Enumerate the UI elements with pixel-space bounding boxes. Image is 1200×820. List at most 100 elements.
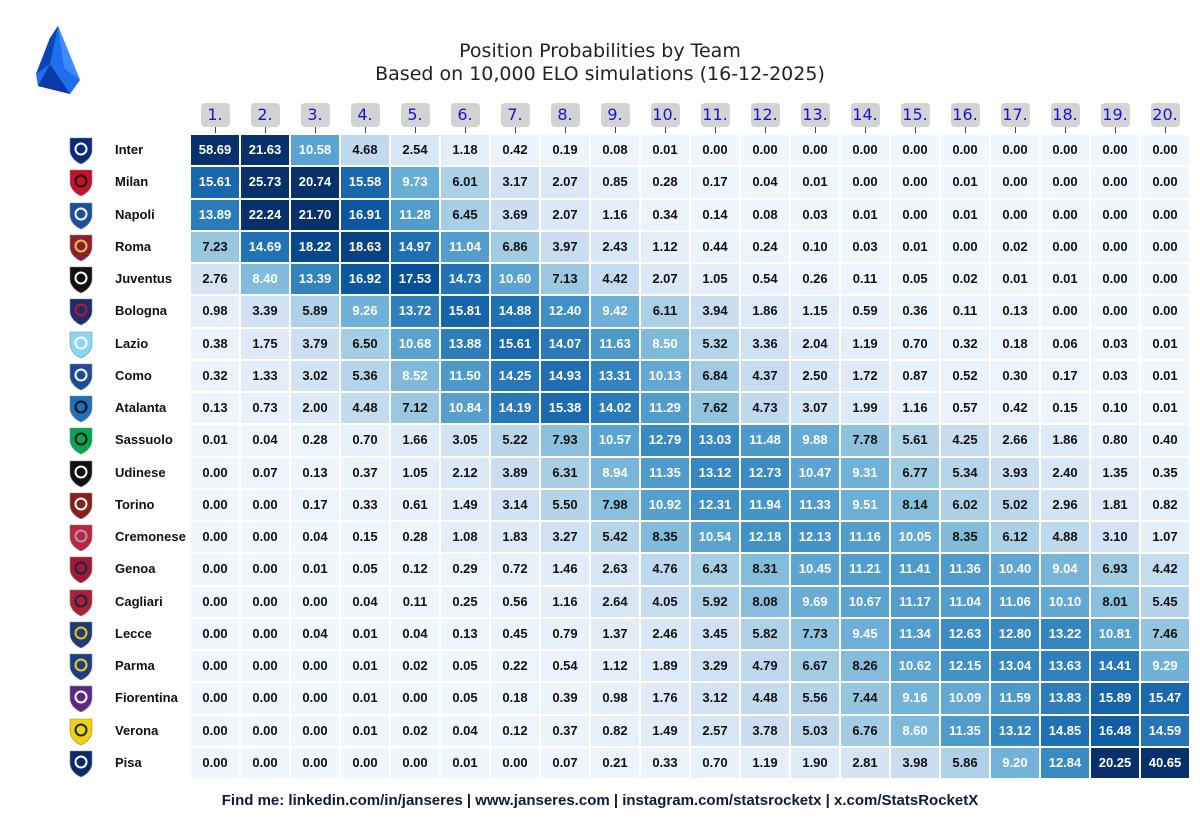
heatmap-cell: 10.58 — [291, 135, 339, 166]
verona-crest-icon — [64, 717, 98, 745]
heatmap-cell: 0.00 — [841, 135, 889, 166]
heatmap-cell: 0.17 — [291, 489, 339, 520]
heatmap-cell: 17.53 — [391, 264, 439, 295]
heatmap-cell: 0.00 — [1141, 167, 1189, 198]
heatmap-cell: 0.01 — [341, 715, 389, 746]
heatmap-cell: 0.08 — [591, 135, 639, 166]
heatmap-cell: 0.70 — [691, 747, 739, 778]
heatmap-cell: 1.07 — [1141, 522, 1189, 553]
heatmap-cell: 22.24 — [241, 199, 289, 230]
heatmap-cell: 0.00 — [691, 135, 739, 166]
heatmap-cell: 8.50 — [641, 328, 689, 359]
heatmap-cell: 0.39 — [541, 683, 589, 714]
heatmap-cell: 15.47 — [1141, 683, 1189, 714]
heatmap-cell: 15.61 — [191, 167, 239, 198]
heatmap-cell: 3.10 — [1091, 522, 1139, 553]
heatmap-cell: 0.00 — [191, 683, 239, 714]
heatmap-cell: 0.00 — [991, 167, 1039, 198]
heatmap-cell: 0.15 — [341, 522, 389, 553]
heatmap-cell: 0.11 — [391, 586, 439, 617]
heatmap-cell: 0.32 — [941, 328, 989, 359]
column-header: 8. — [550, 103, 580, 127]
heatmap-cell: 0.00 — [241, 747, 289, 778]
heatmap-cell: 9.73 — [391, 167, 439, 198]
heatmap-cell: 9.20 — [991, 747, 1039, 778]
heatmap-cell: 0.00 — [1041, 231, 1089, 262]
heatmap-cell: 0.00 — [1141, 199, 1189, 230]
heatmap-cell: 0.00 — [191, 715, 239, 746]
heatmap-cell: 0.02 — [941, 264, 989, 295]
heatmap-cell: 0.07 — [541, 747, 589, 778]
heatmap-cell: 0.00 — [1041, 167, 1089, 198]
heatmap-cell: 0.00 — [1041, 135, 1089, 166]
heatmap-cell: 11.16 — [841, 522, 889, 553]
heatmap-cell: 0.00 — [191, 457, 239, 488]
heatmap-cell: 0.02 — [391, 651, 439, 682]
column-tick — [865, 127, 866, 133]
heatmap-cell: 0.01 — [1041, 264, 1089, 295]
heatmap-cell: 5.02 — [991, 489, 1039, 520]
heatmap-cell: 10.13 — [641, 360, 689, 391]
heatmap-cell: 0.42 — [491, 135, 539, 166]
heatmap-cell: 0.01 — [341, 618, 389, 649]
genoa-crest-icon — [64, 555, 98, 584]
heatmap-cell: 4.79 — [741, 651, 789, 682]
heatmap-cell: 8.52 — [391, 360, 439, 391]
heatmap-cell: 3.78 — [741, 715, 789, 746]
heatmap-cell: 0.21 — [591, 747, 639, 778]
heatmap-cell: 1.37 — [591, 618, 639, 649]
heatmap-cell: 1.49 — [641, 715, 689, 746]
heatmap-cell: 0.04 — [741, 167, 789, 198]
heatmap-cell: 9.31 — [841, 457, 889, 488]
heatmap-cell: 13.03 — [691, 425, 739, 456]
heatmap-cell: 0.05 — [891, 264, 939, 295]
heatmap-cell: 6.01 — [441, 167, 489, 198]
heatmap-cell: 0.32 — [191, 360, 239, 391]
team-label: Sassuolo — [115, 432, 173, 448]
heatmap-cell: 0.03 — [841, 231, 889, 262]
heatmap-cell: 0.42 — [991, 393, 1039, 424]
heatmap-cell: 2.43 — [591, 231, 639, 262]
heatmap-cell: 10.67 — [841, 586, 889, 617]
heatmap-cell: 0.82 — [591, 715, 639, 746]
heatmap-cell: 0.24 — [741, 231, 789, 262]
heatmap-cell: 0.00 — [291, 747, 339, 778]
heatmap-cell: 5.82 — [741, 618, 789, 649]
heatmap-cell: 13.88 — [441, 328, 489, 359]
heatmap-cell: 0.28 — [291, 425, 339, 456]
heatmap-cell: 11.34 — [891, 618, 939, 649]
column-header: 11. — [700, 103, 730, 127]
column-header: 12. — [750, 103, 780, 127]
heatmap-cell: 4.05 — [641, 586, 689, 617]
heatmap-cell: 2.00 — [291, 393, 339, 424]
heatmap-cell: 0.00 — [291, 715, 339, 746]
heatmap-cell: 4.37 — [741, 360, 789, 391]
heatmap-cell: 8.60 — [891, 715, 939, 746]
heatmap-cell: 0.54 — [741, 264, 789, 295]
heatmap-cell: 1.19 — [741, 747, 789, 778]
heatmap-cell: 0.00 — [291, 683, 339, 714]
heatmap-cell: 16.48 — [1091, 715, 1139, 746]
heatmap-cell: 0.13 — [441, 618, 489, 649]
heatmap-cell: 11.04 — [941, 586, 989, 617]
heatmap-cell: 2.81 — [841, 747, 889, 778]
chart-subtitle: Based on 10,000 ELO simulations (16-12-2… — [375, 63, 825, 85]
heatmap-cell: 1.76 — [641, 683, 689, 714]
heatmap-cell: 1.99 — [841, 393, 889, 424]
heatmap-cell: 7.93 — [541, 425, 589, 456]
heatmap-cell: 1.16 — [891, 393, 939, 424]
heatmap-cell: 14.19 — [491, 393, 539, 424]
heatmap-cell: 0.33 — [341, 489, 389, 520]
heatmap-cell: 10.09 — [941, 683, 989, 714]
heatmap-cell: 0.00 — [341, 747, 389, 778]
heatmap-cell: 2.54 — [391, 135, 439, 166]
team-label: Bologna — [115, 303, 167, 319]
column-tick — [1065, 127, 1066, 133]
heatmap-cell: 0.34 — [641, 199, 689, 230]
heatmap-cell: 2.40 — [1041, 457, 1089, 488]
heatmap-cell: 5.61 — [891, 425, 939, 456]
heatmap-cell: 11.48 — [741, 425, 789, 456]
heatmap-cell: 0.00 — [891, 135, 939, 166]
heatmap-cell: 0.00 — [1091, 296, 1139, 327]
heatmap-cell: 0.45 — [491, 618, 539, 649]
